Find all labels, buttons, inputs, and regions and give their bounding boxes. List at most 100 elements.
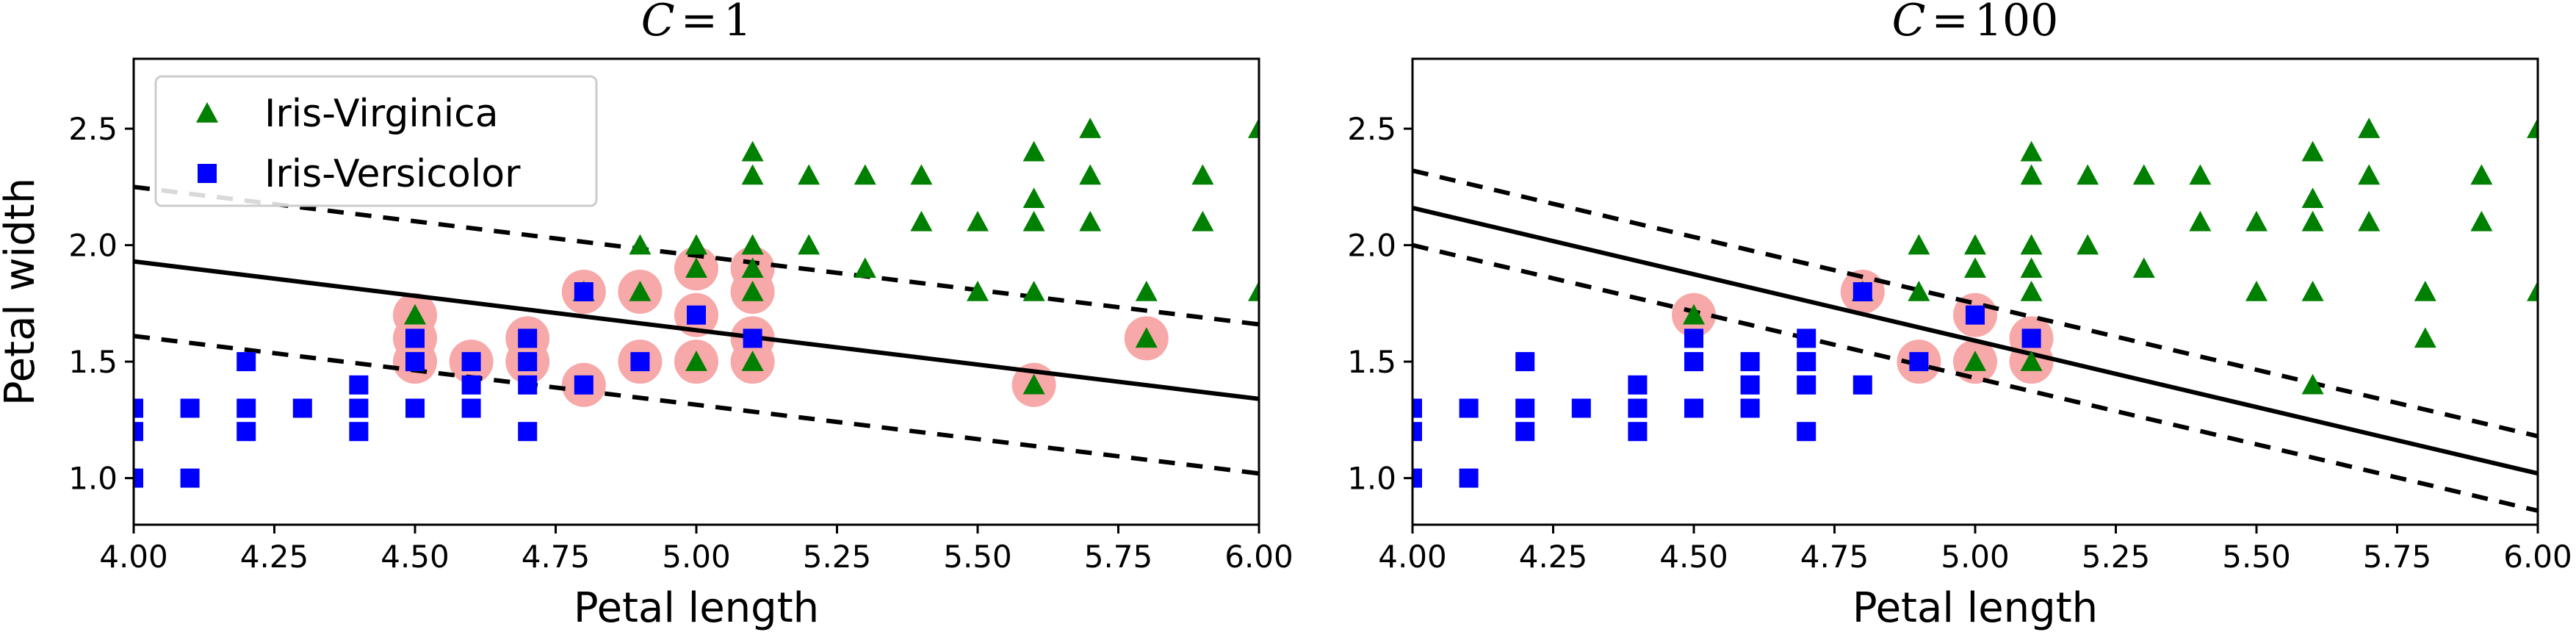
virginica-point — [2301, 281, 2324, 301]
x-axis-label: Petal length — [1852, 584, 2098, 632]
virginica-point — [1964, 351, 1986, 371]
virginica-point — [1079, 210, 1102, 231]
versicolor-point — [1413, 468, 1422, 488]
virginica-point — [967, 210, 989, 231]
virginica-point — [1964, 234, 1986, 255]
y-tick-label: 1.0 — [68, 461, 118, 497]
chart-title: C = 1 — [641, 0, 751, 46]
versicolor-point — [1515, 398, 1535, 418]
versicolor-point — [134, 468, 143, 488]
legend-virginica-marker — [196, 102, 218, 123]
x-tick-label: 5.50 — [943, 539, 1012, 575]
title-variable: C — [1892, 0, 1926, 46]
virginica-point — [910, 164, 933, 185]
virginica-point — [741, 164, 764, 185]
versicolor-point — [1684, 328, 1703, 348]
x-tick-label: 5.75 — [1084, 539, 1153, 575]
legend-label: Iris-Versicolor — [264, 152, 521, 196]
virginica-point — [1248, 281, 1259, 301]
x-tick-label: 6.00 — [2503, 539, 2572, 575]
title-equals: = — [1932, 0, 1969, 46]
versicolor-point — [1909, 352, 1929, 372]
y-tick-label: 2.0 — [68, 228, 118, 264]
y-axis-label: Petal width — [0, 178, 44, 406]
y-tick-label: 2.0 — [1347, 228, 1396, 264]
x-axis-label: Petal length — [574, 584, 819, 632]
virginica-point — [1022, 187, 1045, 208]
versicolor-point — [574, 375, 594, 395]
virginica-point — [2077, 164, 2099, 185]
virginica-point — [2245, 281, 2267, 301]
virginica-point — [1683, 304, 1705, 325]
y-tick-label: 2.5 — [1347, 111, 1396, 147]
versicolor-point — [1852, 282, 1872, 301]
versicolor-point — [1628, 422, 1648, 442]
virginica-point — [2358, 164, 2381, 185]
y-tick-label: 1.5 — [1347, 344, 1396, 380]
virginica-point — [685, 234, 707, 255]
x-tick-label: 5.75 — [2363, 539, 2432, 575]
versicolor-point — [687, 305, 706, 325]
versicolor-point — [1740, 352, 1760, 372]
virginica-point — [910, 210, 933, 231]
versicolor-point — [405, 352, 425, 372]
x-tick-label: 5.00 — [1941, 539, 2010, 575]
x-tick-label: 5.25 — [2082, 539, 2151, 575]
virginica-point — [1022, 210, 1045, 231]
virginica-point — [685, 257, 707, 279]
virginica-point — [2245, 210, 2267, 231]
virginica-point — [1135, 327, 1158, 348]
versicolor-point — [518, 422, 538, 442]
virginica-point — [2301, 373, 2324, 395]
versicolor-point — [180, 468, 200, 488]
virginica-point — [1022, 140, 1045, 162]
versicolor-point — [134, 422, 143, 442]
virginica-point — [1135, 281, 1158, 301]
virginica-point — [2301, 210, 2324, 231]
virginica-point — [967, 281, 989, 301]
virginica-point — [2527, 281, 2538, 301]
legend-box — [154, 75, 598, 207]
margin-lower-line — [134, 334, 1259, 476]
virginica-point — [741, 257, 764, 279]
x-tick-label: 5.25 — [803, 539, 872, 575]
virginica-point — [798, 234, 820, 255]
versicolor-point — [2021, 328, 2041, 348]
chart-panel-1: 4.00 4.25 4.50 4.75 5.00 5.25 5.50 5.75 6.00 1.0 1… — [0, 0, 1294, 632]
virginica-point — [2020, 257, 2043, 279]
versicolor-point — [1413, 422, 1422, 442]
virginica-point — [2077, 234, 2099, 255]
title-variable: C — [641, 0, 675, 46]
x-tick-label: 6.00 — [1224, 539, 1294, 575]
versicolor-point — [574, 282, 594, 301]
virginica-point — [854, 164, 876, 185]
virginica-point — [1248, 118, 1259, 138]
y-tick-label: 1.0 — [1347, 461, 1396, 497]
virginica-point — [2132, 257, 2155, 279]
versicolor-point — [1413, 398, 1422, 418]
virginica-point — [2358, 210, 2381, 231]
x-tick-label: 4.50 — [1659, 539, 1728, 575]
legend-label: Iris-Virginica — [264, 92, 499, 136]
virginica-point — [2020, 351, 2043, 371]
versicolor-point — [1740, 375, 1760, 395]
x-tick-label: 4.25 — [240, 539, 309, 575]
virginica-point — [2132, 164, 2155, 185]
versicolor-point — [1459, 398, 1479, 418]
versicolor-point — [630, 352, 650, 372]
chart-title: C = 100 — [1892, 0, 2059, 46]
versicolor-point — [1797, 352, 1816, 372]
plot-area — [1413, 118, 2538, 513]
virginica-point — [2301, 140, 2324, 162]
x-tick-label: 4.25 — [1519, 539, 1588, 575]
virginica-point — [2414, 281, 2436, 301]
versicolor-point — [237, 422, 256, 442]
margin-upper-line — [134, 184, 1259, 327]
virginica-point — [629, 281, 652, 301]
versicolor-point — [1797, 328, 1816, 348]
virginica-point — [2020, 281, 2043, 301]
versicolor-point — [1459, 468, 1479, 488]
chart-panel-2: 4.00 4.25 4.50 4.75 5.00 5.25 5.50 5.75 6.00 1.0 1… — [1347, 0, 2572, 632]
decision-boundary-line — [1413, 205, 2538, 476]
